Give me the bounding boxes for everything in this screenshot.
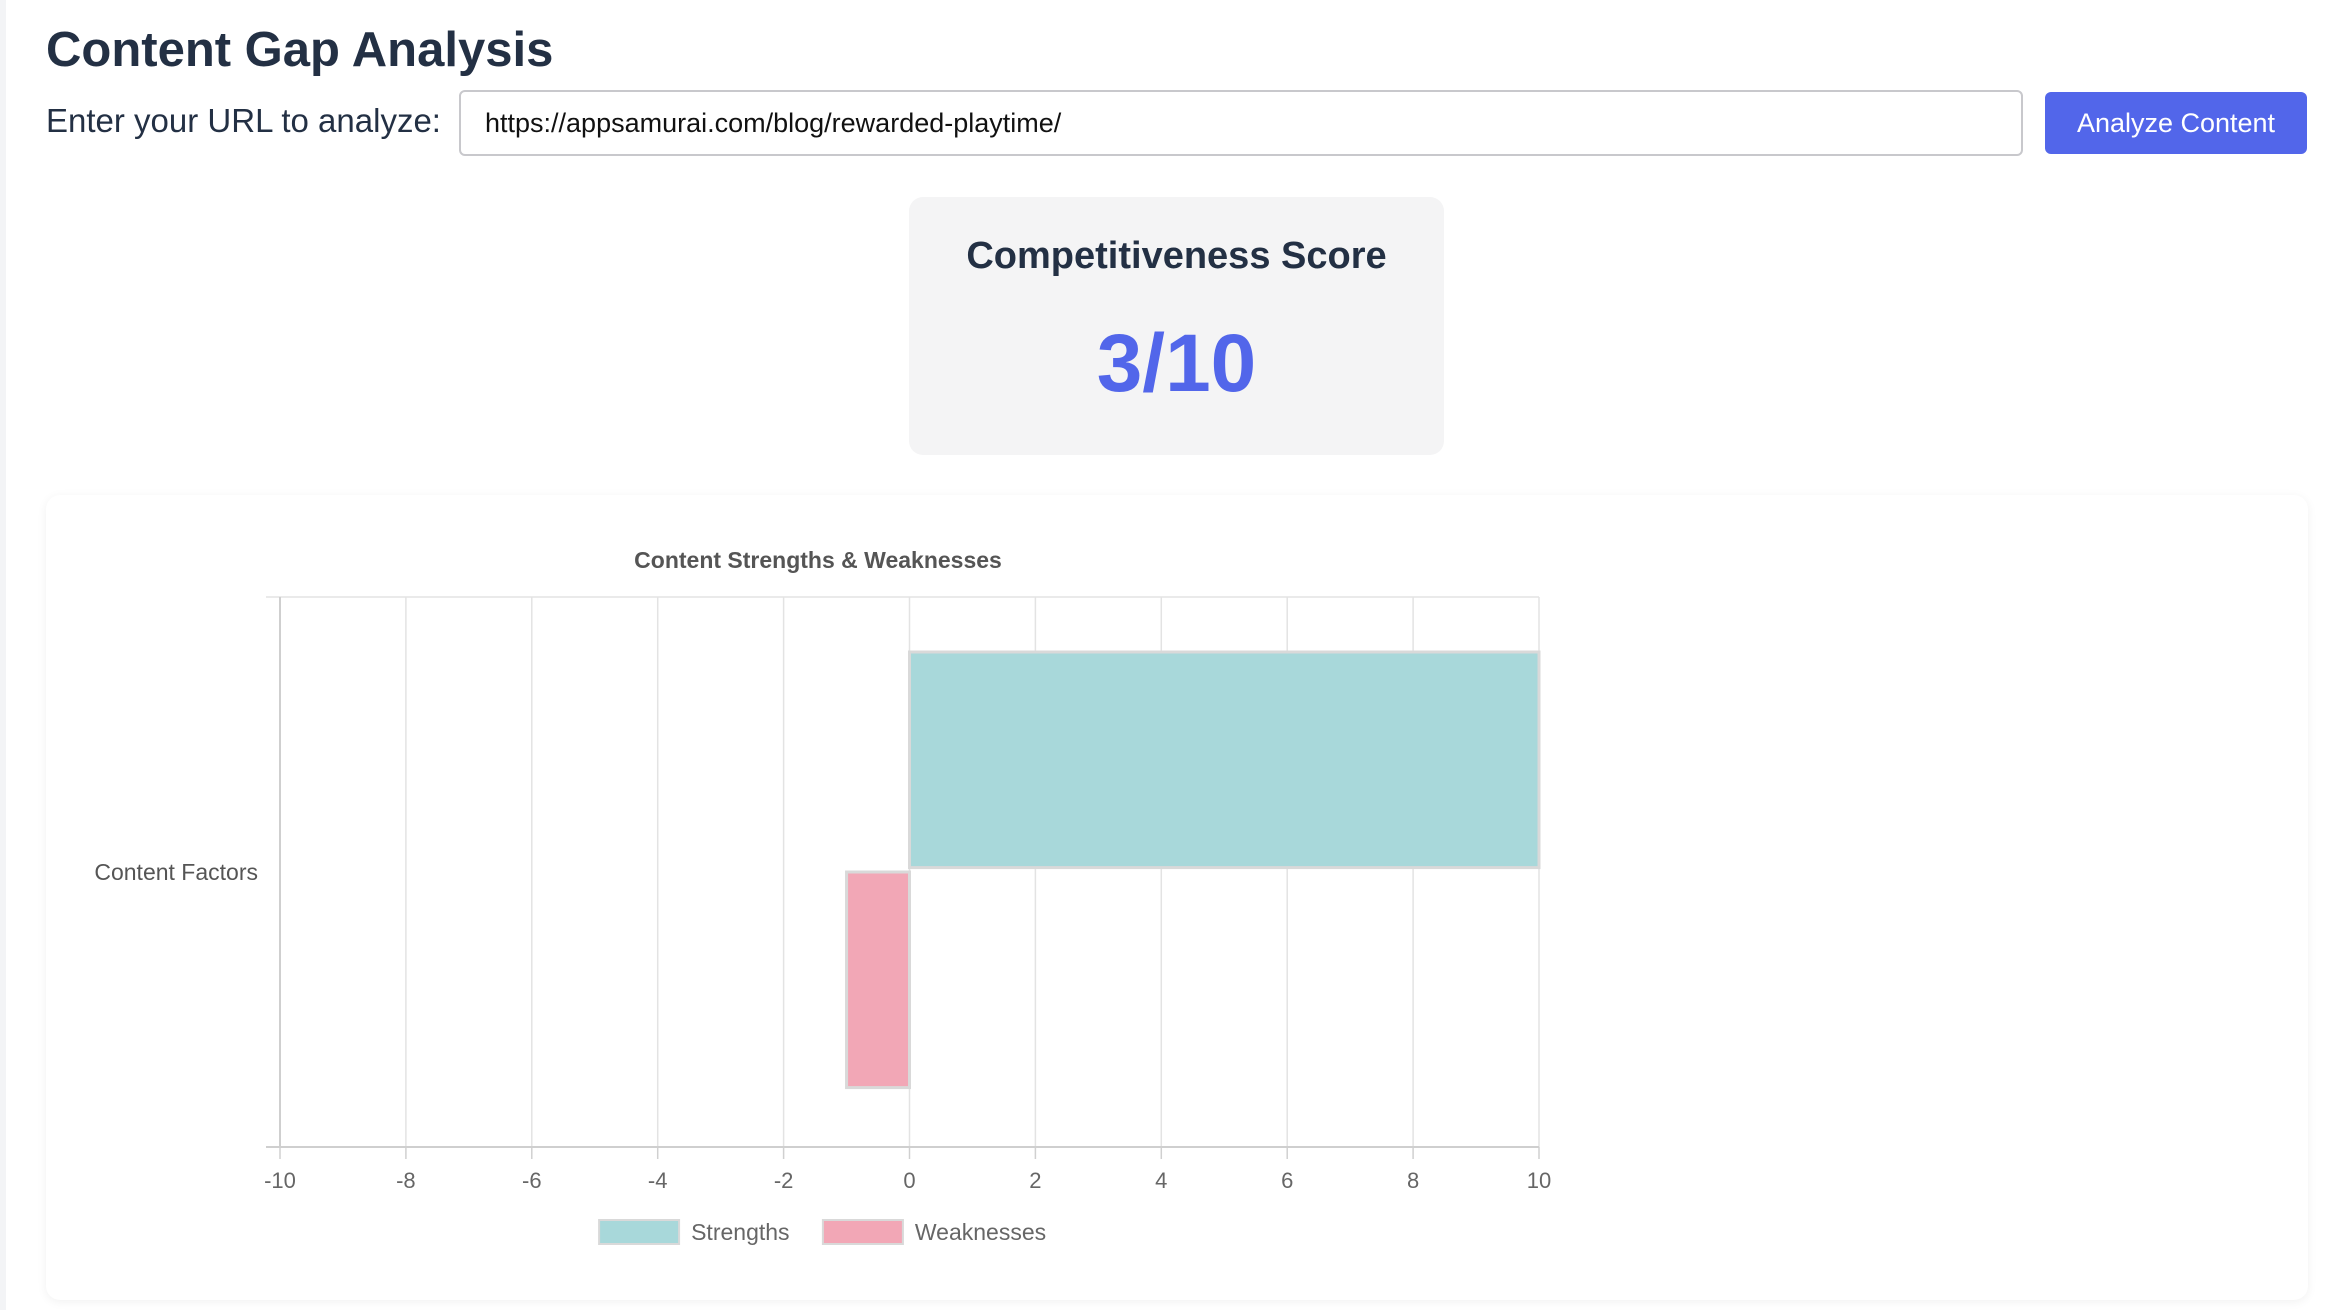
left-border [0,0,6,1310]
x-tick-label: 4 [1155,1168,1167,1193]
url-input[interactable] [459,90,2023,156]
chart-title: Content Strengths & Weaknesses [634,547,1002,573]
chart-bars [845,650,1541,1090]
legend-label-strengths: Strengths [691,1219,789,1245]
analyze-content-button[interactable]: Analyze Content [2045,92,2307,154]
chart-card: Content Strengths & Weaknesses -10 -8 -6 -4… [46,495,2308,1300]
x-tick-label: -2 [774,1168,794,1193]
page-title: Content Gap Analysis [46,23,554,77]
x-tick-label: 8 [1407,1168,1419,1193]
x-tick-label: -4 [648,1168,668,1193]
legend-swatch-weaknesses [821,1219,904,1245]
x-tick-label: 2 [1029,1168,1041,1193]
y-category-label: Content Factors [94,859,258,885]
score-value: 3/10 [1096,318,1257,409]
chart-legend: Strengths Weaknesses [598,1219,1046,1245]
legend-label-weaknesses: Weaknesses [915,1219,1046,1245]
x-tick-label: -10 [264,1168,296,1193]
x-tick-label: -8 [396,1168,416,1193]
strengths-bar [908,650,1541,870]
score-card: Competitiveness Score 3/10 [909,197,1444,455]
score-heading: Competitiveness Score [966,235,1387,277]
x-tick-label: -6 [522,1168,542,1193]
x-tick-label: 6 [1281,1168,1293,1193]
strengths-weaknesses-chart: Content Strengths & Weaknesses -10 -8 -6 -4… [94,547,1551,1245]
x-tick-label: 0 [903,1168,915,1193]
x-tick-label: 10 [1527,1168,1551,1193]
weaknesses-bar [845,870,911,1090]
url-label: Enter your URL to analyze: [46,102,441,139]
chart-axes: -10 -8 -6 -4 -2 0 2 4 6 8 10 Content Factors [94,597,1551,1193]
legend-swatch-strengths [598,1219,681,1245]
